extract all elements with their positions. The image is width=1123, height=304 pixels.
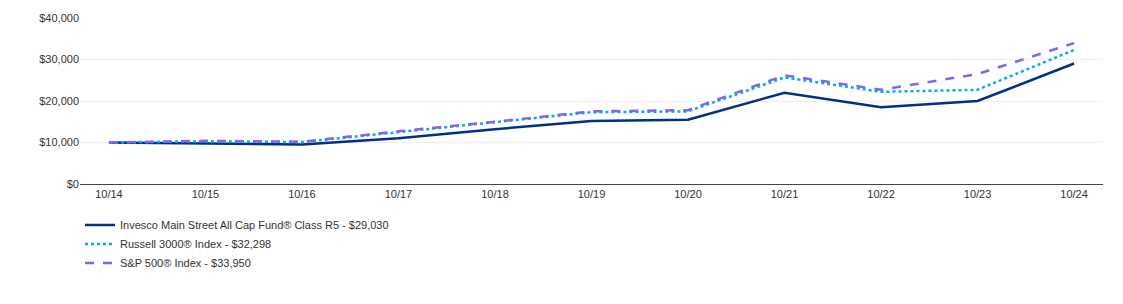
svg-text:$30,000: $30,000 bbox=[39, 53, 79, 65]
svg-text:10/16: 10/16 bbox=[288, 188, 316, 200]
svg-text:Invesco Main Street All Cap Fu: Invesco Main Street All Cap Fund® Class … bbox=[120, 219, 389, 231]
svg-text:10/17: 10/17 bbox=[385, 188, 413, 200]
svg-text:$20,000: $20,000 bbox=[39, 95, 79, 107]
svg-text:10/22: 10/22 bbox=[867, 188, 895, 200]
svg-text:10/18: 10/18 bbox=[481, 188, 509, 200]
svg-text:10/15: 10/15 bbox=[192, 188, 220, 200]
svg-text:$40,000: $40,000 bbox=[39, 12, 79, 24]
svg-text:10/21: 10/21 bbox=[771, 188, 799, 200]
svg-text:$0: $0 bbox=[67, 178, 79, 190]
svg-text:10/24: 10/24 bbox=[1060, 188, 1088, 200]
svg-text:$10,000: $10,000 bbox=[39, 136, 79, 148]
svg-text:10/19: 10/19 bbox=[578, 188, 606, 200]
svg-text:10/23: 10/23 bbox=[964, 188, 992, 200]
svg-text:S&P 500® Index - $33,950: S&P 500® Index - $33,950 bbox=[120, 257, 251, 269]
svg-text:10/20: 10/20 bbox=[674, 188, 702, 200]
svg-text:10/14: 10/14 bbox=[95, 188, 123, 200]
svg-text:Russell 3000® Index - $32,298: Russell 3000® Index - $32,298 bbox=[120, 238, 271, 250]
